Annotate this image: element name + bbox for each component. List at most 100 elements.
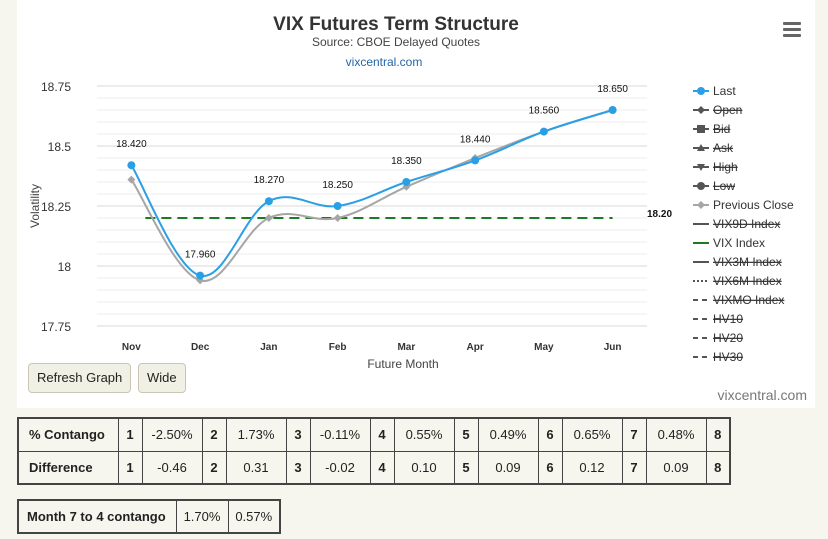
legend-item-label[interactable]: Previous Close: [713, 198, 794, 212]
legend-item-label[interactable]: VIX Index: [713, 236, 765, 250]
summary-table: Month 7 to 4 contango 1.70% 0.57%: [17, 499, 281, 534]
legend-item-label[interactable]: VIX6M Index: [713, 274, 782, 288]
chart-panel: VIX Futures Term Structure Source: CBOE D…: [17, 0, 815, 408]
y-axis-title: Volatility: [28, 184, 42, 228]
legend-item-label[interactable]: VIX9D Index: [713, 217, 780, 231]
contango-month-number: 6: [537, 417, 563, 452]
x-tick-label: Nov: [122, 342, 141, 353]
difference-value: -0.02: [309, 450, 371, 485]
contango-month-number: 2: [201, 417, 227, 452]
difference-month-number: 3: [285, 450, 311, 485]
difference-month-number: 1: [117, 450, 143, 485]
last-point: [471, 156, 480, 165]
last-data-label: 18.440: [460, 134, 491, 145]
legend-item-label[interactable]: Low: [713, 179, 735, 193]
contango-value: 0.55%: [393, 417, 455, 452]
summary-row: Month 7 to 4 contango 1.70% 0.57%: [17, 499, 281, 534]
summary-value-2: 0.57%: [227, 499, 281, 534]
last-point: [196, 271, 205, 280]
chart-site-link[interactable]: vixcentral.com: [346, 55, 423, 69]
x-tick-label: Jan: [260, 342, 277, 353]
difference-value: 0.09: [477, 450, 539, 485]
last-data-label: 18.250: [322, 180, 353, 191]
contango-value: -2.50%: [141, 417, 203, 452]
legend-item-label[interactable]: VIXMO Index: [713, 293, 784, 307]
contango-row: % Contango 1 -2.50% 2 1.73% 3 -0.11% 4 0.55% 5 0.4…: [17, 417, 731, 452]
difference-value: 0.10: [393, 450, 455, 485]
contango-value: 0.65%: [561, 417, 623, 452]
contango-month-number: 7: [621, 417, 647, 452]
x-tick-label: Apr: [467, 342, 484, 353]
contango-month-number: 5: [453, 417, 479, 452]
contango-month-number: 3: [285, 417, 311, 452]
legend-item-label[interactable]: HV10: [713, 312, 743, 326]
x-tick-label: Feb: [329, 342, 347, 353]
summary-label: Month 7 to 4 contango: [17, 499, 177, 534]
contango-label: % Contango: [17, 417, 119, 452]
last-data-label: 18.560: [529, 106, 560, 117]
x-tick-label: Jun: [604, 342, 622, 353]
legend-marker-diamond: [697, 201, 705, 209]
y-tick-label: 17.75: [41, 320, 71, 334]
contango-value: 0.49%: [477, 417, 539, 452]
last-data-label: 18.650: [597, 84, 628, 95]
difference-value: 0.09: [645, 450, 707, 485]
last-point: [127, 161, 136, 170]
x-tick-label: Dec: [191, 342, 210, 353]
chart-title: VIX Futures Term Structure: [273, 14, 519, 35]
contango-table: % Contango 1 -2.50% 2 1.73% 3 -0.11% 4 0.55% 5 0.4…: [17, 417, 731, 485]
contango-month-number: 4: [369, 417, 395, 452]
last-data-label: 17.960: [185, 250, 216, 261]
chart-subtitle: Source: CBOE Delayed Quotes: [312, 35, 480, 49]
legend-item-label[interactable]: HV30: [713, 350, 743, 364]
last-point: [333, 202, 342, 210]
difference-month-number: 5: [453, 450, 479, 485]
summary-value-1: 1.70%: [175, 499, 229, 534]
legend-item-label[interactable]: VIX3M Index: [713, 255, 782, 269]
contango-value: -0.11%: [309, 417, 371, 452]
refresh-graph-button[interactable]: Refresh Graph: [28, 363, 132, 393]
difference-month-number: 4: [369, 450, 395, 485]
legend-item-label[interactable]: Ask: [713, 141, 734, 155]
contango-month-number: 1: [117, 417, 143, 452]
legend-marker-triangle: [697, 144, 705, 151]
difference-month-number: 6: [537, 450, 563, 485]
legend-marker-circle: [697, 87, 705, 95]
legend-item-label[interactable]: Last: [713, 84, 736, 98]
last-data-label: 18.270: [254, 175, 285, 186]
difference-month-number: 8: [705, 450, 731, 485]
contango-month-number: 8: [705, 417, 731, 452]
legend-marker-square: [697, 125, 705, 133]
last-data-label: 18.420: [116, 139, 147, 150]
difference-month-number: 2: [201, 450, 227, 485]
legend-item-label[interactable]: High: [713, 160, 738, 174]
difference-value: 0.31: [225, 450, 287, 485]
contango-value: 0.48%: [645, 417, 707, 452]
difference-row: Difference 1 -0.46 2 0.31 3 -0.02 4 0.10 5 0.09 6 0.…: [17, 450, 731, 485]
legend-marker-diamond: [697, 106, 705, 114]
legend-marker-circle: [697, 182, 705, 190]
wide-button[interactable]: Wide: [138, 363, 186, 393]
legend-item-label[interactable]: Bid: [713, 122, 730, 136]
previous-close-point: [333, 214, 342, 222]
menu-icon[interactable]: [783, 22, 801, 38]
difference-value: 0.12: [561, 450, 623, 485]
y-tick-label: 18.75: [41, 80, 71, 94]
y-tick-label: 18.25: [41, 200, 71, 214]
legend-item-label[interactable]: HV20: [713, 331, 743, 345]
last-point: [402, 178, 411, 186]
difference-value: -0.46: [141, 450, 203, 485]
legend-item-label[interactable]: Open: [713, 103, 742, 117]
legend-marker-triangle-down: [697, 164, 705, 171]
last-point: [608, 106, 617, 114]
chart-credit[interactable]: vixcentral.com: [717, 387, 807, 403]
previous-close-point: [264, 214, 273, 222]
difference-label: Difference: [17, 450, 119, 485]
contango-value: 1.73%: [225, 417, 287, 452]
vix-index-end-label: 18.20: [647, 209, 672, 220]
x-tick-label: Mar: [397, 342, 415, 353]
last-data-label: 18.350: [391, 156, 422, 167]
x-axis-title: Future Month: [367, 357, 438, 371]
y-tick-label: 18: [58, 260, 72, 274]
